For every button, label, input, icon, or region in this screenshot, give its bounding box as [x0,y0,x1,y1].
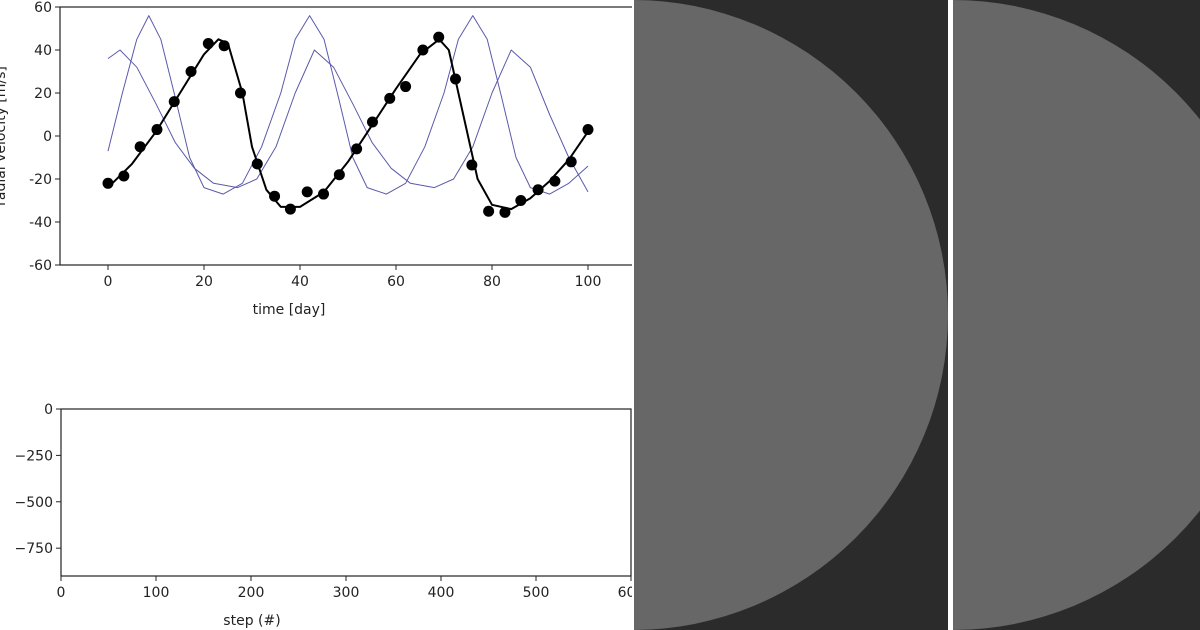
data-point [202,38,214,50]
x-tick-label: 200 [238,585,265,601]
data-point [318,188,330,200]
x-tick-label: 60 [387,274,405,290]
y-axis-label: radial velocity [m/s] [0,66,9,206]
data-point [450,73,462,85]
y-tick-label: −500 [15,495,53,511]
data-point [400,81,412,93]
data-point [483,205,495,217]
x-tick-label: 100 [575,274,602,290]
x-tick-label: 40 [291,274,309,290]
x-tick-label: 400 [428,585,455,601]
data-point [565,156,577,168]
y-tick-label: 0 [43,129,52,145]
y-tick-label: 40 [34,43,52,59]
data-point [151,124,163,136]
data-point [433,31,445,43]
y-tick-label: −250 [15,448,53,464]
data-point [466,159,478,171]
data-point [134,141,146,153]
x-axis-label: time [day] [253,302,326,318]
data-point [301,186,313,198]
data-point [351,143,363,155]
x-tick-label: 80 [483,274,501,290]
data-point [333,169,345,181]
x-tick-label: 20 [195,274,213,290]
data-point [168,96,180,108]
data-point [218,40,230,52]
x-tick-label: 500 [523,585,550,601]
y-tick-label: -60 [29,258,52,274]
data-point [269,190,281,202]
y-tick-label: −750 [15,541,53,557]
data-point [234,87,246,99]
data-point [515,195,527,206]
data-point [549,175,561,187]
half-disc [634,0,948,630]
data-point [366,116,378,128]
y-tick-label: 0 [44,402,53,418]
x-tick-label: 0 [57,585,66,601]
y-tick-label: -20 [29,172,52,188]
x-axis-label: step (#) [223,613,280,629]
series-line [107,49,589,193]
data-point [582,124,594,136]
chart: 0 20 40 60 80 100 -60 -40 -20 0 20 40 60 time [day] ra… [0,0,637,318]
charts: 0 20 40 60 80 100 -60 -40 -20 0 20 40 60 time [day] ra… [0,0,644,629]
data-point [102,177,114,189]
y-tick-label: 60 [34,0,52,16]
image-panels [632,0,1200,630]
series-line [107,38,589,211]
series-line [107,15,589,195]
data-point [532,184,544,196]
axes-frame [60,408,632,577]
x-tick-label: 0 [104,274,113,290]
data-point [417,44,429,56]
half-disc [953,0,1200,630]
data-point [251,158,263,170]
y-tick-label: -40 [29,215,52,231]
data-point [118,170,130,182]
data-point [284,203,296,215]
data-point [384,92,396,104]
data-point [499,206,511,218]
x-tick-label: 100 [143,585,170,601]
x-tick-label: 300 [333,585,360,601]
data-point [185,66,197,77]
plot-area [102,15,594,218]
y-tick-label: 20 [34,86,52,102]
